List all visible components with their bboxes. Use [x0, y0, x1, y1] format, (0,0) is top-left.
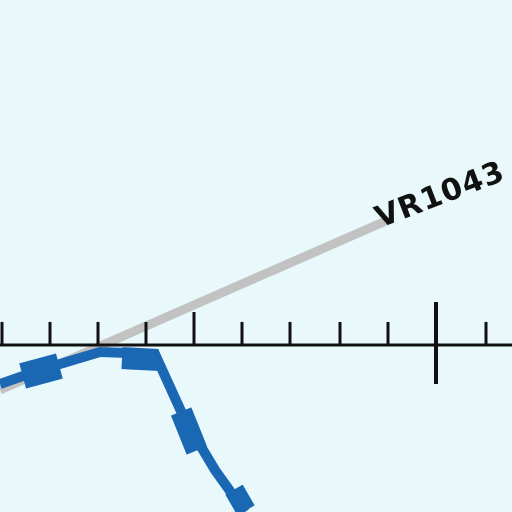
scale-line: [0, 302, 512, 384]
boundary-tick: [225, 484, 255, 512]
airspace-boundary[interactable]: [0, 346, 255, 512]
boundary-tick: [170, 407, 208, 455]
boundary-tick: [121, 347, 159, 371]
boundary-tick: [19, 353, 63, 389]
